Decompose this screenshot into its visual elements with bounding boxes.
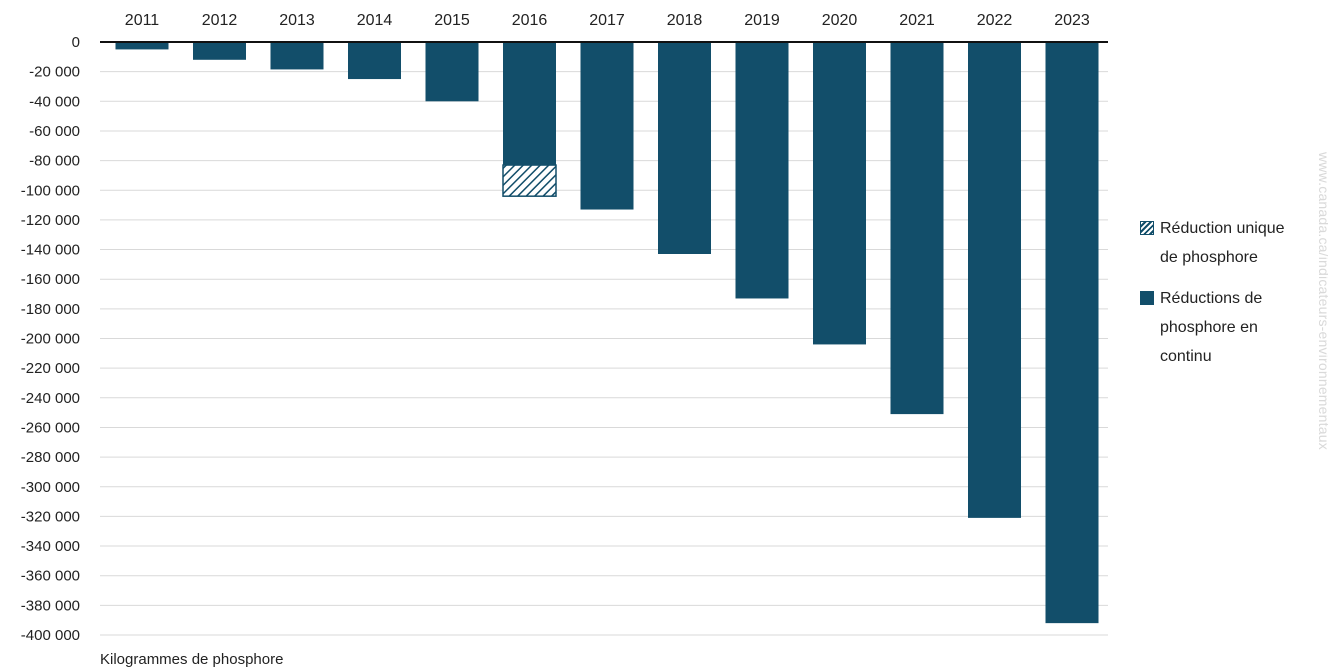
- legend-item-one-time: Réduction unique de phosphore: [1140, 214, 1290, 272]
- y-tick-label: -340 000: [21, 538, 80, 555]
- legend-label-one-time: Réduction unique de phosphore: [1160, 220, 1285, 266]
- bar-continuous-2021: [890, 42, 944, 415]
- bar-continuous-2012: [193, 42, 246, 60]
- bar-continuous-2014: [348, 42, 401, 80]
- y-tick-label: -220 000: [21, 360, 80, 377]
- x-tick-label: 2021: [899, 12, 935, 29]
- x-axis-ticks: 2011 2012 2013 2014 2015 2016 2017 2018 2019 2020…: [125, 12, 1090, 29]
- y-tick-label: -240 000: [21, 390, 80, 407]
- legend-label-continuous: Réductions de phosphore en continu: [1160, 290, 1263, 365]
- bar-continuous-2022: [968, 42, 1021, 518]
- y-tick-label: -20 000: [29, 64, 80, 81]
- watermark-url: www.canada.ca/indicateurs-environnementa…: [1316, 152, 1328, 450]
- x-tick-label: 2015: [434, 12, 470, 29]
- bar-continuous-2015: [425, 42, 479, 102]
- x-tick-label: 2020: [822, 12, 858, 29]
- legend-swatch-hatched: [1140, 221, 1154, 235]
- x-tick-label: 2013: [279, 12, 315, 29]
- x-tick-label: 2016: [512, 12, 548, 29]
- bar-one-time-2016: [502, 164, 557, 197]
- y-tick-label: -40 000: [29, 93, 80, 110]
- y-tick-label: -260 000: [21, 419, 80, 436]
- y-tick-label: -100 000: [21, 182, 80, 199]
- y-tick-label: -160 000: [21, 271, 80, 288]
- bar-continuous-2011: [115, 42, 169, 50]
- y-tick-label: -80 000: [29, 153, 80, 170]
- y-tick-label: -380 000: [21, 597, 80, 614]
- x-tick-label: 2019: [744, 12, 780, 29]
- bar-continuous-2017: [580, 42, 634, 210]
- bar-continuous-2016: [503, 42, 556, 166]
- y-tick-label: -280 000: [21, 449, 80, 466]
- x-tick-label: 2014: [357, 12, 393, 29]
- x-tick-label: 2017: [589, 12, 625, 29]
- y-tick-label: 0: [72, 34, 80, 51]
- x-tick-label: 2022: [977, 12, 1013, 29]
- y-tick-label: -320 000: [21, 508, 80, 525]
- bar-continuous-2018: [658, 42, 711, 254]
- y-tick-label: -360 000: [21, 568, 80, 585]
- y-tick-label: -400 000: [21, 627, 80, 644]
- legend-swatch-solid: [1140, 291, 1154, 305]
- y-tick-label: -120 000: [21, 212, 80, 229]
- y-axis-ticks: 0 -20 000 -40 000 -60 000 -80 000 -100 000 -12…: [21, 34, 80, 644]
- y-tick-label: -180 000: [21, 301, 80, 318]
- legend-item-continuous: Réductions de phosphore en continu: [1140, 284, 1290, 371]
- x-tick-label: 2018: [667, 12, 703, 29]
- gridlines: [100, 71, 1108, 636]
- y-tick-label: -200 000: [21, 331, 80, 348]
- x-tick-label: 2012: [202, 12, 238, 29]
- x-tick-label: 2023: [1054, 12, 1090, 29]
- bar-continuous-2019: [735, 42, 789, 299]
- bar-continuous-2013: [270, 42, 324, 70]
- bar-continuous-2020: [813, 42, 866, 345]
- y-axis-label: Kilogrammes de phosphore: [100, 651, 283, 668]
- y-tick-label: -300 000: [21, 479, 80, 496]
- legend: Réduction unique de phosphore Réductions…: [1140, 214, 1290, 383]
- y-tick-label: -60 000: [29, 123, 80, 140]
- y-tick-label: -140 000: [21, 242, 80, 259]
- bar-continuous-2023: [1045, 42, 1099, 624]
- x-tick-label: 2011: [125, 12, 160, 29]
- bars: [115, 42, 1099, 624]
